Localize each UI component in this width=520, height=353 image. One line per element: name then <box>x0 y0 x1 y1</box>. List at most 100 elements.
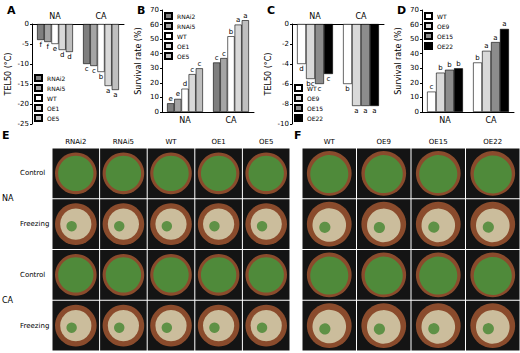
svg-text:c: c <box>85 65 89 73</box>
svg-text:A: A <box>7 4 16 17</box>
svg-text:OE22: OE22 <box>437 43 453 50</box>
svg-text:c: c <box>92 67 96 75</box>
svg-text:50: 50 <box>150 35 159 43</box>
svg-text:OE1: OE1 <box>177 43 190 50</box>
svg-text:RNAi5: RNAi5 <box>177 23 195 30</box>
svg-text:0: 0 <box>285 20 289 28</box>
svg-text:c: c <box>190 66 194 74</box>
svg-text:Freezing: Freezing <box>20 322 49 330</box>
svg-text:20: 20 <box>410 79 419 87</box>
svg-text:OE22: OE22 <box>307 115 323 122</box>
svg-text:c: c <box>430 83 434 91</box>
svg-text:10: 10 <box>150 93 159 101</box>
svg-text:WT: WT <box>307 85 317 92</box>
svg-text:WT: WT <box>165 138 177 146</box>
svg-text:Freezing: Freezing <box>20 220 49 228</box>
svg-text:d: d <box>299 65 303 73</box>
svg-text:10: 10 <box>410 93 419 101</box>
svg-text:f: f <box>47 43 50 51</box>
svg-text:CA: CA <box>2 296 14 305</box>
svg-text:C: C <box>267 4 275 17</box>
svg-text:b: b <box>229 28 234 36</box>
svg-text:60: 60 <box>150 21 159 29</box>
svg-text:40: 40 <box>410 50 419 58</box>
svg-text:30: 30 <box>150 64 159 72</box>
svg-text:B: B <box>137 4 145 17</box>
svg-text:RNAi2: RNAi2 <box>47 75 65 82</box>
svg-text:OE9: OE9 <box>437 23 450 30</box>
svg-text:OE5: OE5 <box>47 115 60 122</box>
svg-text:a: a <box>493 34 497 42</box>
svg-text:OE15: OE15 <box>429 138 448 146</box>
svg-text:60: 60 <box>410 21 419 29</box>
svg-text:Survival rate (%): Survival rate (%) <box>394 27 403 94</box>
svg-text:OE1: OE1 <box>47 105 60 112</box>
svg-text:F: F <box>294 129 302 142</box>
svg-text:70: 70 <box>150 6 159 14</box>
svg-text:RNAi5: RNAi5 <box>113 138 134 146</box>
svg-text:a: a <box>113 91 117 99</box>
svg-text:OE15: OE15 <box>307 105 323 112</box>
svg-text:WT: WT <box>47 95 57 102</box>
svg-text:20: 20 <box>150 79 159 87</box>
svg-text:e: e <box>53 45 57 53</box>
svg-text:b: b <box>447 61 452 69</box>
svg-text:TEL50 (°C): TEL50 (°C) <box>264 53 273 97</box>
svg-text:d: d <box>67 53 71 61</box>
svg-text:a: a <box>236 16 240 24</box>
svg-text:-4: -4 <box>282 60 290 68</box>
svg-text:c: c <box>197 60 201 68</box>
svg-text:CA: CA <box>485 116 497 125</box>
svg-text:f: f <box>39 41 42 49</box>
svg-text:OE5: OE5 <box>259 138 273 146</box>
svg-text:NA: NA <box>49 12 61 21</box>
svg-text:0: 0 <box>415 108 419 116</box>
svg-text:-5: -5 <box>22 40 29 48</box>
svg-text:WT: WT <box>437 13 447 20</box>
svg-text:Survival rate (%): Survival rate (%) <box>134 27 143 94</box>
svg-text:Control: Control <box>20 271 45 279</box>
svg-text:D: D <box>397 4 406 17</box>
svg-text:30: 30 <box>410 64 419 72</box>
svg-text:b: b <box>438 64 443 72</box>
svg-text:NA: NA <box>439 116 451 125</box>
svg-text:RNAi2: RNAi2 <box>65 138 86 146</box>
svg-text:E: E <box>2 129 10 142</box>
svg-text:b: b <box>99 73 104 81</box>
svg-text:c: c <box>327 75 331 83</box>
svg-text:0: 0 <box>25 20 29 28</box>
svg-text:-15: -15 <box>18 80 29 88</box>
svg-text:OE5: OE5 <box>177 53 190 60</box>
svg-text:OE9: OE9 <box>307 95 320 102</box>
svg-text:-8: -8 <box>282 100 289 108</box>
svg-text:-2: -2 <box>282 40 289 48</box>
svg-text:-6: -6 <box>282 80 290 88</box>
svg-text:e: e <box>168 95 172 103</box>
svg-text:NA: NA <box>179 116 191 125</box>
svg-text:CA: CA <box>95 12 107 21</box>
svg-text:WT: WT <box>177 33 187 40</box>
svg-text:50: 50 <box>410 35 419 43</box>
svg-text:OE9: OE9 <box>377 138 391 146</box>
svg-text:e: e <box>176 90 180 98</box>
svg-text:RNAi2: RNAi2 <box>177 13 195 20</box>
svg-text:-20: -20 <box>18 100 29 108</box>
svg-text:c: c <box>222 50 226 58</box>
svg-text:b: b <box>345 85 350 93</box>
svg-text:-10: -10 <box>18 60 29 68</box>
svg-text:a: a <box>354 107 358 115</box>
svg-text:d: d <box>183 80 187 88</box>
svg-text:OE22: OE22 <box>483 138 502 146</box>
svg-text:a: a <box>502 20 506 28</box>
svg-text:a: a <box>106 87 110 95</box>
svg-text:NA: NA <box>309 12 321 21</box>
svg-text:d: d <box>60 51 64 59</box>
svg-text:70: 70 <box>410 6 419 14</box>
svg-text:-10: -10 <box>278 120 289 128</box>
svg-text:b: b <box>456 60 461 68</box>
svg-text:CA: CA <box>355 12 367 21</box>
svg-text:b: b <box>475 54 480 62</box>
svg-text:CA: CA <box>225 116 237 125</box>
svg-text:a: a <box>372 107 376 115</box>
svg-text:a: a <box>363 107 367 115</box>
